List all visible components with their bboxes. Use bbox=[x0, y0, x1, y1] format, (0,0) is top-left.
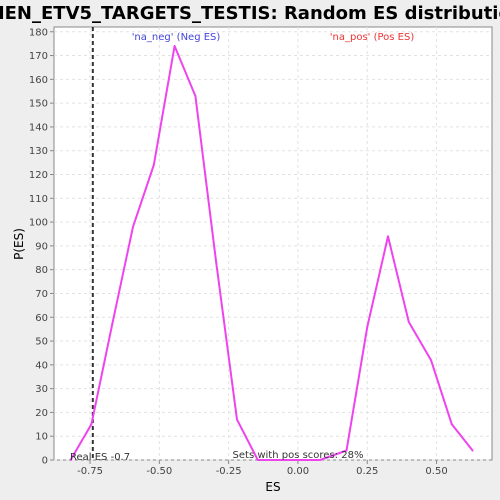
gridlines bbox=[54, 27, 492, 461]
data-point bbox=[450, 423, 453, 426]
data-point bbox=[173, 45, 176, 48]
data-point bbox=[319, 459, 322, 461]
x-tick-label: 0.25 bbox=[356, 466, 378, 477]
pos-scores-label: Sets with pos scores: 28% bbox=[233, 450, 364, 461]
pos-es-label: 'na_pos' (Pos ES) bbox=[330, 32, 415, 43]
real-es-label: Real ES -0.7 bbox=[70, 452, 130, 463]
x-tick-label: 0.00 bbox=[287, 466, 309, 477]
y-tick-label: 120 bbox=[29, 170, 48, 181]
y-tick-label: 50 bbox=[35, 337, 48, 348]
y-tick-label: 140 bbox=[29, 122, 48, 133]
data-point bbox=[194, 94, 197, 97]
y-tick-label: 110 bbox=[29, 194, 48, 205]
y-tick-label: 30 bbox=[35, 384, 48, 395]
y-tick-label: 90 bbox=[35, 241, 48, 252]
x-tick-label: -0.25 bbox=[216, 466, 242, 477]
y-tick-label: 20 bbox=[35, 408, 48, 419]
data-point bbox=[366, 325, 369, 328]
data-point bbox=[132, 225, 135, 228]
x-tick-label: -0.75 bbox=[77, 466, 103, 477]
data-point bbox=[430, 359, 433, 362]
data-point bbox=[471, 449, 474, 452]
x-tick-label: -0.50 bbox=[146, 466, 172, 477]
y-tick-label: 70 bbox=[35, 289, 48, 300]
data-point bbox=[111, 323, 114, 326]
data-point bbox=[387, 235, 390, 238]
es-density-line bbox=[69, 45, 474, 461]
x-tick-label: 0.50 bbox=[425, 466, 447, 477]
data-point bbox=[215, 261, 218, 264]
data-point bbox=[90, 423, 93, 426]
y-tick-label: 10 bbox=[35, 432, 48, 443]
plot-area bbox=[53, 26, 493, 461]
series-group bbox=[69, 45, 474, 461]
y-tick-label: 60 bbox=[35, 313, 48, 324]
data-point bbox=[152, 163, 155, 166]
data-point bbox=[235, 418, 238, 421]
y-tick-label: 180 bbox=[29, 27, 48, 38]
y-tick-label: 130 bbox=[29, 146, 48, 157]
chart-title: CHEN_ETV5_TARGETS_TESTIS: Random ES dist… bbox=[0, 3, 500, 24]
neg-es-label: 'na_neg' (Neg ES) bbox=[132, 32, 221, 43]
y-axis: 0 10 20 30 40 50 60 70 80 90 100 110 120 130 140 150 160… bbox=[29, 27, 54, 467]
data-point bbox=[296, 459, 299, 461]
y-tick-label: 170 bbox=[29, 51, 48, 62]
y-tick-label: 160 bbox=[29, 75, 48, 86]
y-tick-label: 40 bbox=[35, 360, 48, 371]
y-tick-label: 0 bbox=[42, 456, 48, 467]
x-axis: -0.75 -0.50 -0.25 0.00 0.25 0.50 bbox=[77, 460, 448, 477]
data-point bbox=[345, 449, 348, 452]
x-axis-label: ES bbox=[265, 480, 280, 494]
y-tick-label: 150 bbox=[29, 99, 48, 110]
y-tick-label: 100 bbox=[29, 218, 48, 229]
data-point bbox=[407, 321, 410, 324]
y-tick-label: 80 bbox=[35, 265, 48, 276]
data-point bbox=[277, 459, 280, 461]
data-point bbox=[256, 459, 259, 461]
data-point bbox=[69, 459, 72, 461]
y-axis-label: P(ES) bbox=[12, 228, 26, 260]
